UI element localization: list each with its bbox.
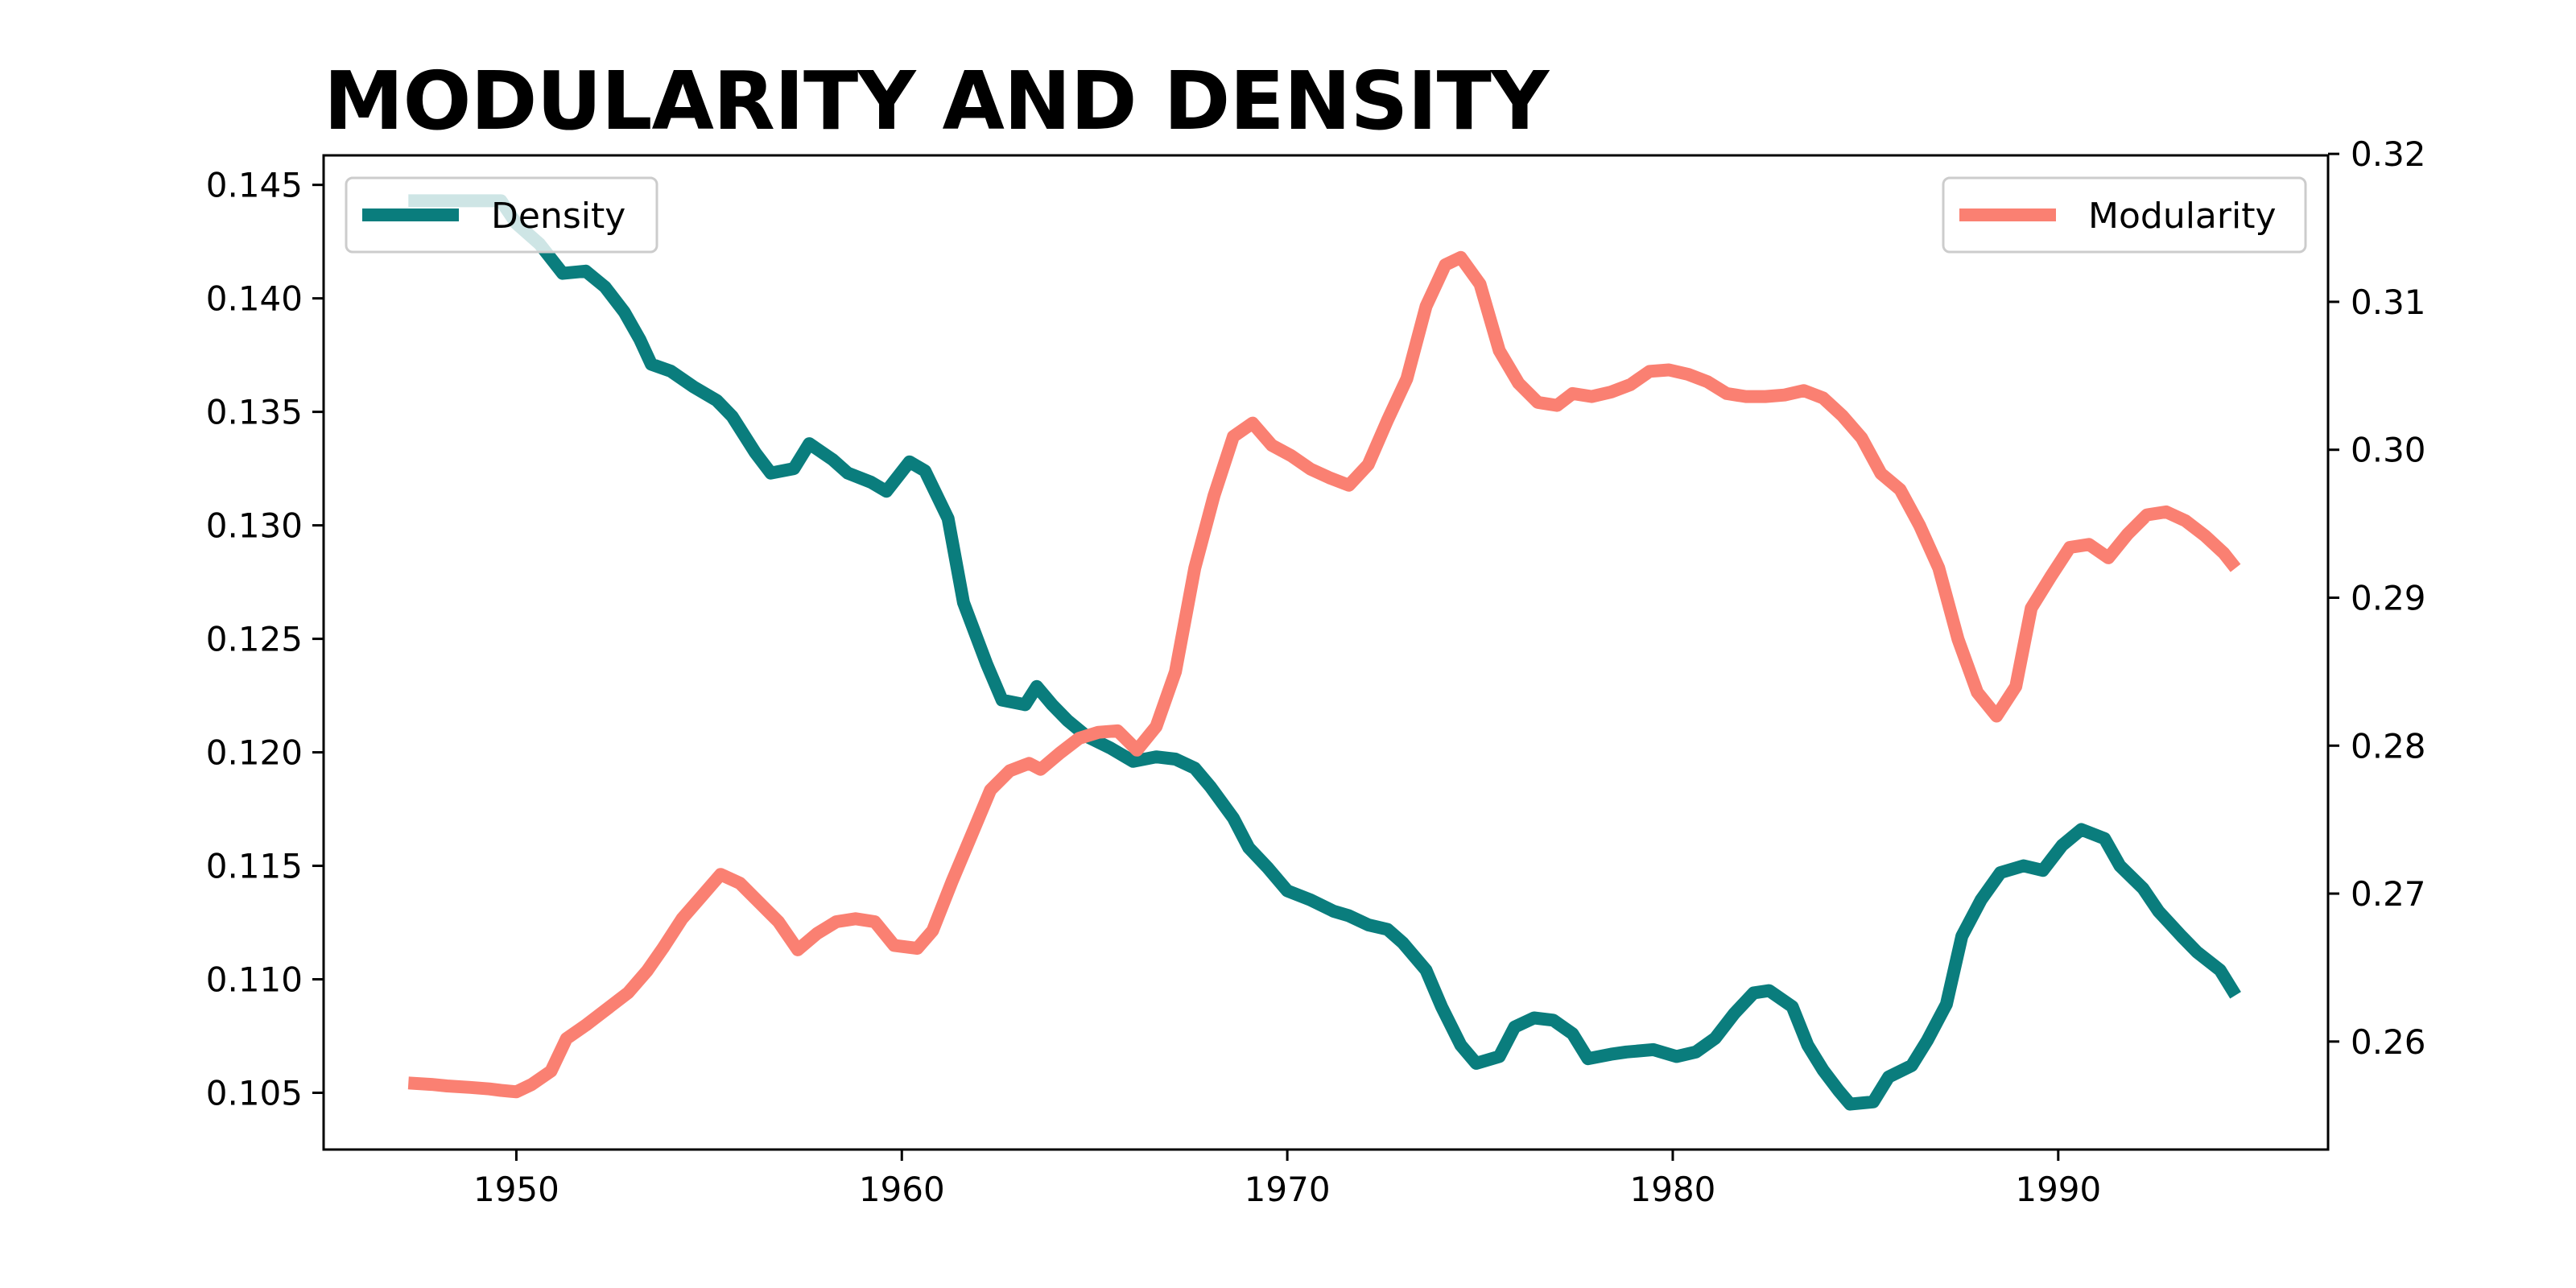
x-tick-label: 1960 [859,1170,945,1209]
x-tick-label: 1990 [2015,1170,2101,1209]
series-line-density [408,194,2241,1111]
y-right-tick-label: 0.31 [2351,283,2426,322]
y-right-tick-label: 0.29 [2351,579,2426,618]
chart-title: MODULARITY AND DENSITY [324,54,1550,148]
x-tick-label: 1950 [473,1170,559,1209]
legend-label: Modularity [2088,196,2277,237]
series-line-modularity [407,250,2241,1099]
axes: 1950 1960 1970 1980 1990 0.105 0.110 0.115 0.120… [206,134,2426,1209]
y-left-tick-label: 0.145 [206,166,303,205]
x-tick-label: 1970 [1245,1170,1331,1209]
y-left-tick-label: 0.140 [206,279,303,319]
y-right-tick-label: 0.30 [2351,431,2426,470]
plot-frame [322,154,2330,1151]
x-tick-label: 1980 [1630,1170,1716,1209]
y-right-tick-label: 0.26 [2351,1022,2426,1062]
legend-modularity: Modularity [1942,176,2307,254]
y-right-tick-label: 0.27 [2351,874,2426,914]
y-left-tick-label: 0.125 [206,620,303,659]
y-right-tick-label: 0.32 [2351,134,2426,174]
plot-area [407,194,2241,1111]
y-right-tick-label: 0.28 [2351,726,2426,766]
y-left-tick-label: 0.120 [206,733,303,773]
legend-box [345,176,658,254]
y-left-tick-label: 0.115 [206,847,303,886]
legends: Density Modularity [345,176,2307,254]
legend-box [1942,176,2307,254]
y-left-tick-label: 0.130 [206,506,303,546]
y-left-tick-label: 0.105 [206,1074,303,1113]
legend-label: Density [491,196,625,237]
legend-density: Density [345,176,658,254]
y-left-tick-label: 0.110 [206,960,303,1000]
y-left-tick-label: 0.135 [206,393,303,432]
